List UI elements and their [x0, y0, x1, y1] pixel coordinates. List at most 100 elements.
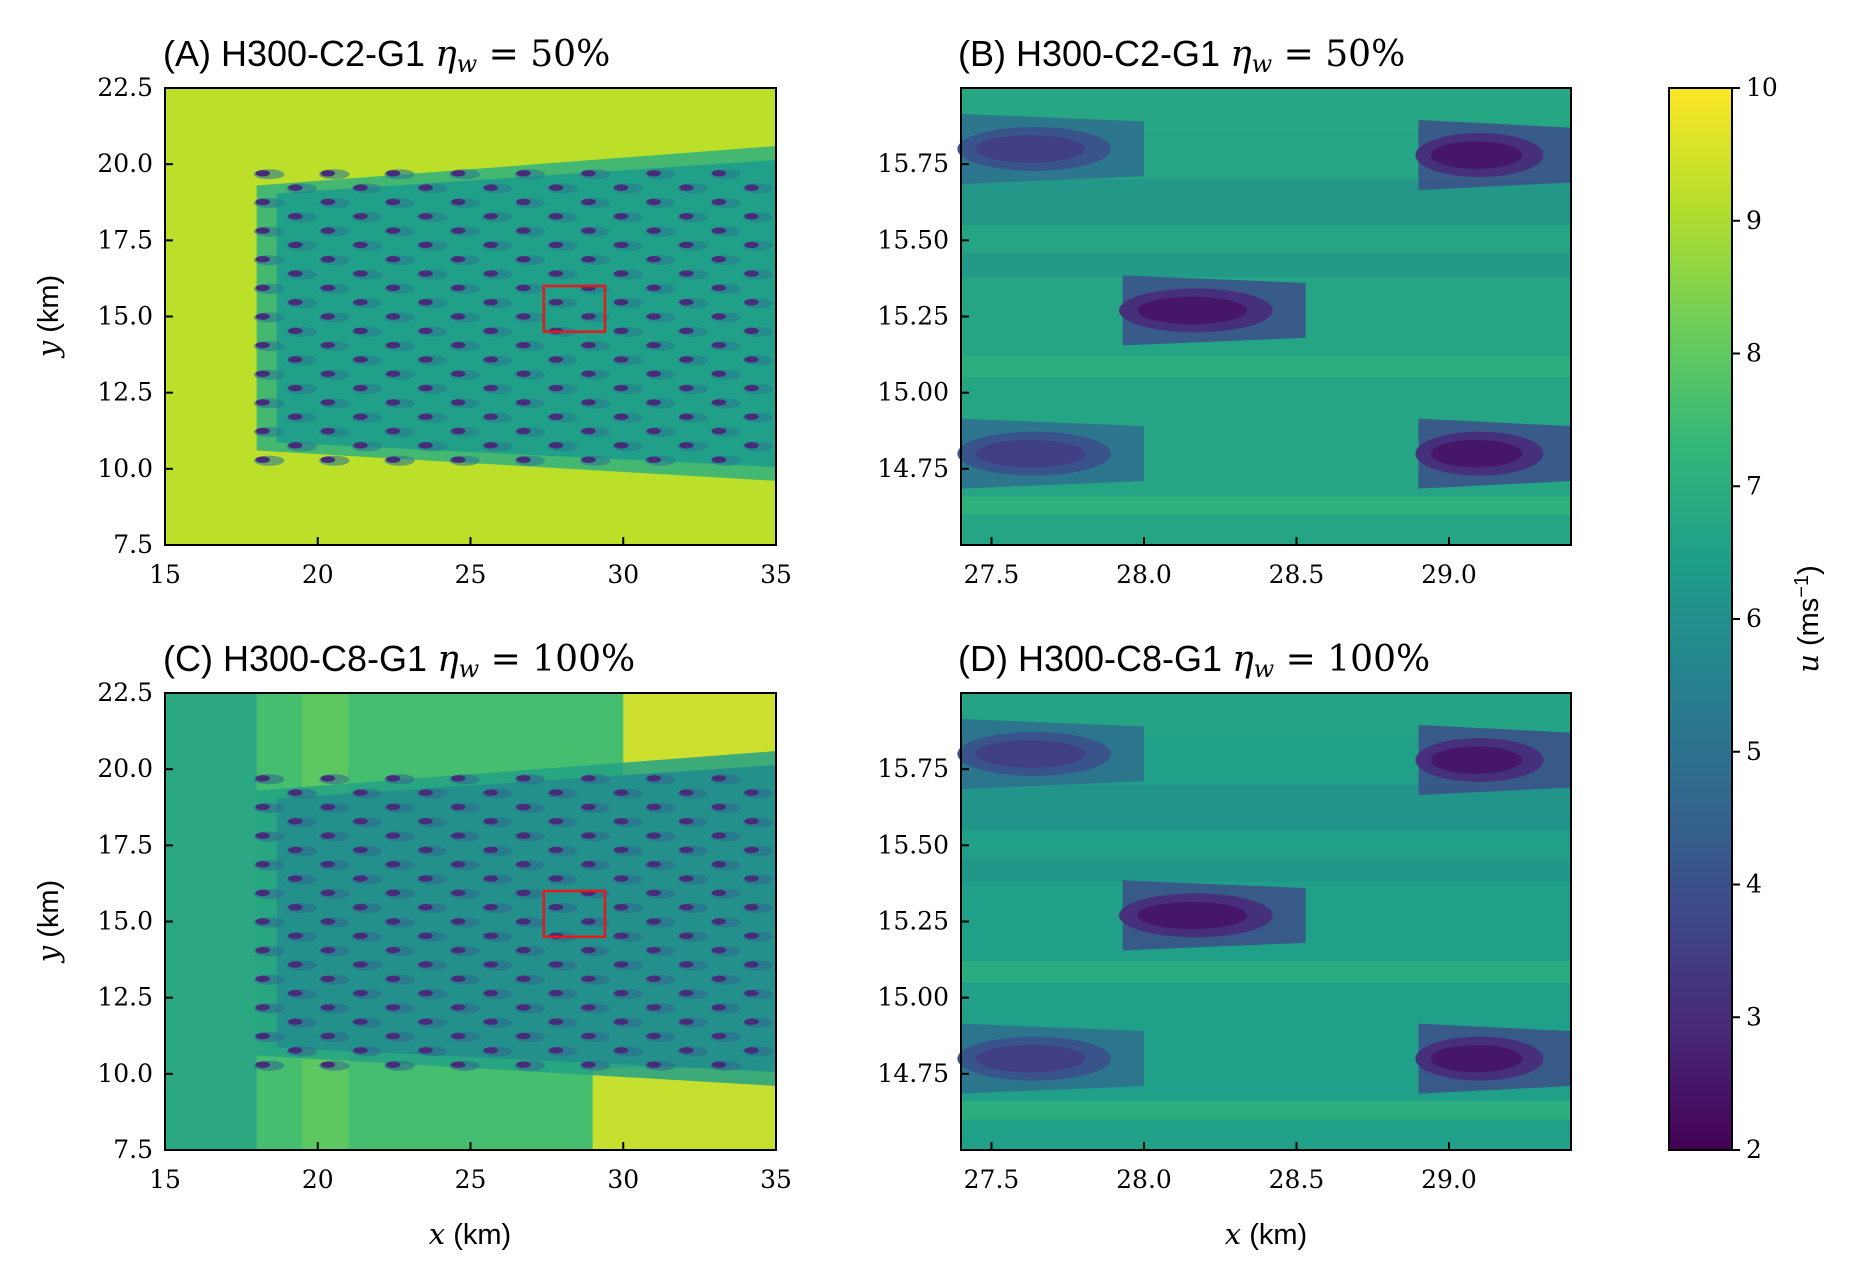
panel-a-velocity-field	[165, 88, 776, 545]
turbine-wake-core	[288, 932, 303, 940]
turbine-wake-core	[353, 241, 368, 249]
y-tick-label: 15.75	[877, 754, 949, 783]
turbine-wake-core	[711, 227, 727, 234]
y-tick-label: 15.00	[877, 983, 949, 1012]
turbine-wake-core	[320, 256, 336, 263]
y-tick-label: 15.75	[877, 149, 949, 178]
turbine-wake-core	[451, 803, 466, 811]
turbine-wake-core	[385, 975, 401, 982]
turbine-wake-core	[255, 227, 270, 234]
turbine-wake-core	[548, 903, 564, 911]
turbine-wake-core	[385, 198, 401, 206]
turbine-wake-core	[613, 789, 629, 796]
turbine-wake-core	[516, 198, 531, 206]
turbine-wake-core	[418, 213, 433, 220]
turbine-wake-core	[744, 270, 759, 277]
turbine-wake-core	[320, 803, 336, 811]
turbine-wake-core	[483, 442, 499, 449]
turbine-wake-core	[646, 775, 661, 782]
turbine-wake-core	[451, 918, 466, 925]
x-tick-label: 30	[607, 560, 639, 589]
turbine-wake-core	[581, 918, 596, 925]
turbine-wake-core	[679, 989, 694, 997]
turbine-wake-core	[711, 946, 727, 954]
turbine-wake-core	[288, 413, 303, 420]
turbine-wake-core	[613, 356, 629, 363]
panel-b-ticks: 27.5 28.0 28.5 29.0 14.75 15.00 15.25 15.50 15.7…	[877, 149, 1476, 589]
turbine-wake-core	[548, 298, 564, 306]
turbine-wake-core	[711, 803, 727, 811]
turbine-wake-core	[385, 256, 401, 263]
turbine-wake-core	[385, 427, 401, 435]
turbine-wake-core	[288, 384, 303, 392]
turbine-wake-core	[516, 1061, 531, 1068]
turbine-wake-core	[255, 256, 270, 263]
turbine-wake-core	[548, 818, 564, 825]
turbine-wake-core	[581, 946, 596, 954]
turbine-wake-core	[451, 284, 466, 292]
turbine-wake-core	[516, 1004, 531, 1011]
turbine-wake-core	[646, 918, 661, 925]
turbine-wake-core	[581, 1004, 596, 1011]
turbine-wake-core	[320, 775, 336, 782]
x-tick-label: 29.0	[1421, 1165, 1477, 1194]
turbine-wake-core	[288, 789, 303, 796]
turbine-wake-core	[451, 456, 466, 463]
turbine-wake-core	[711, 1032, 727, 1040]
turbine-wake-core	[288, 1018, 303, 1025]
x-tick-label: 28.5	[1269, 1165, 1325, 1194]
turbine-wake-core	[613, 818, 629, 825]
wake-band	[961, 961, 1571, 983]
turbine-wake-core	[451, 975, 466, 982]
turbine-wake-core	[418, 989, 433, 997]
turbine-wake-core	[1137, 296, 1248, 325]
turbine-wake-core	[516, 256, 531, 263]
turbine-wake-core	[679, 932, 694, 940]
turbine-wake-core	[288, 298, 303, 306]
turbine-wake-core	[451, 256, 466, 263]
turbine-wake-core	[418, 442, 433, 449]
turbine-wake-core	[581, 1061, 596, 1068]
turbine-wake-core	[679, 442, 694, 449]
panel-d-title: (D) H300-C8-G1 ηw = 100%	[958, 638, 1430, 683]
turbine-wake-core	[613, 184, 629, 191]
panel-d-velocity-field	[957, 693, 1571, 1150]
turbine-wake-core	[288, 1047, 303, 1054]
turbine-wake-core	[418, 961, 433, 968]
turbine-wake-core	[451, 370, 466, 377]
turbine-wake-core	[548, 846, 564, 854]
y-tick-label: 15.0	[97, 907, 153, 936]
turbine-wake-core	[516, 284, 531, 292]
turbine-wake-core	[613, 903, 629, 911]
turbine-wake-core	[418, 875, 433, 882]
turbine-wake-core	[744, 184, 759, 191]
turbine-wake-core	[711, 1004, 727, 1011]
turbine-wake-core	[548, 213, 564, 220]
turbine-wake-core	[483, 875, 499, 882]
turbine-wake-core	[483, 298, 499, 306]
turbine-wake-core	[255, 170, 270, 177]
turbine-wake-core	[320, 227, 336, 234]
turbine-wake-core	[581, 256, 596, 263]
turbine-wake-core	[451, 1004, 466, 1011]
x-tick-label: 30	[607, 1165, 639, 1194]
colorbar-fill	[1669, 88, 1732, 1150]
panel-b-velocity-field	[957, 88, 1571, 545]
turbine-wake-core	[744, 932, 759, 940]
turbine-wake-core	[320, 946, 336, 954]
turbine-wake-core	[255, 427, 270, 435]
turbine-wake-core	[353, 989, 368, 997]
wake-band	[961, 356, 1571, 378]
turbine-wake-core	[548, 961, 564, 968]
turbine-wake-core	[516, 861, 531, 868]
turbine-wake-core	[581, 170, 596, 177]
y-tick-label: 20.0	[97, 754, 153, 783]
turbine-wake-core	[320, 456, 336, 463]
turbine-wake-core	[418, 384, 433, 392]
turbine-wake-core	[581, 198, 596, 206]
turbine-wake-core	[744, 789, 759, 796]
turbine-wake-core	[613, 327, 629, 335]
turbine-wake-core	[711, 889, 727, 897]
turbine-wake-core	[451, 227, 466, 234]
